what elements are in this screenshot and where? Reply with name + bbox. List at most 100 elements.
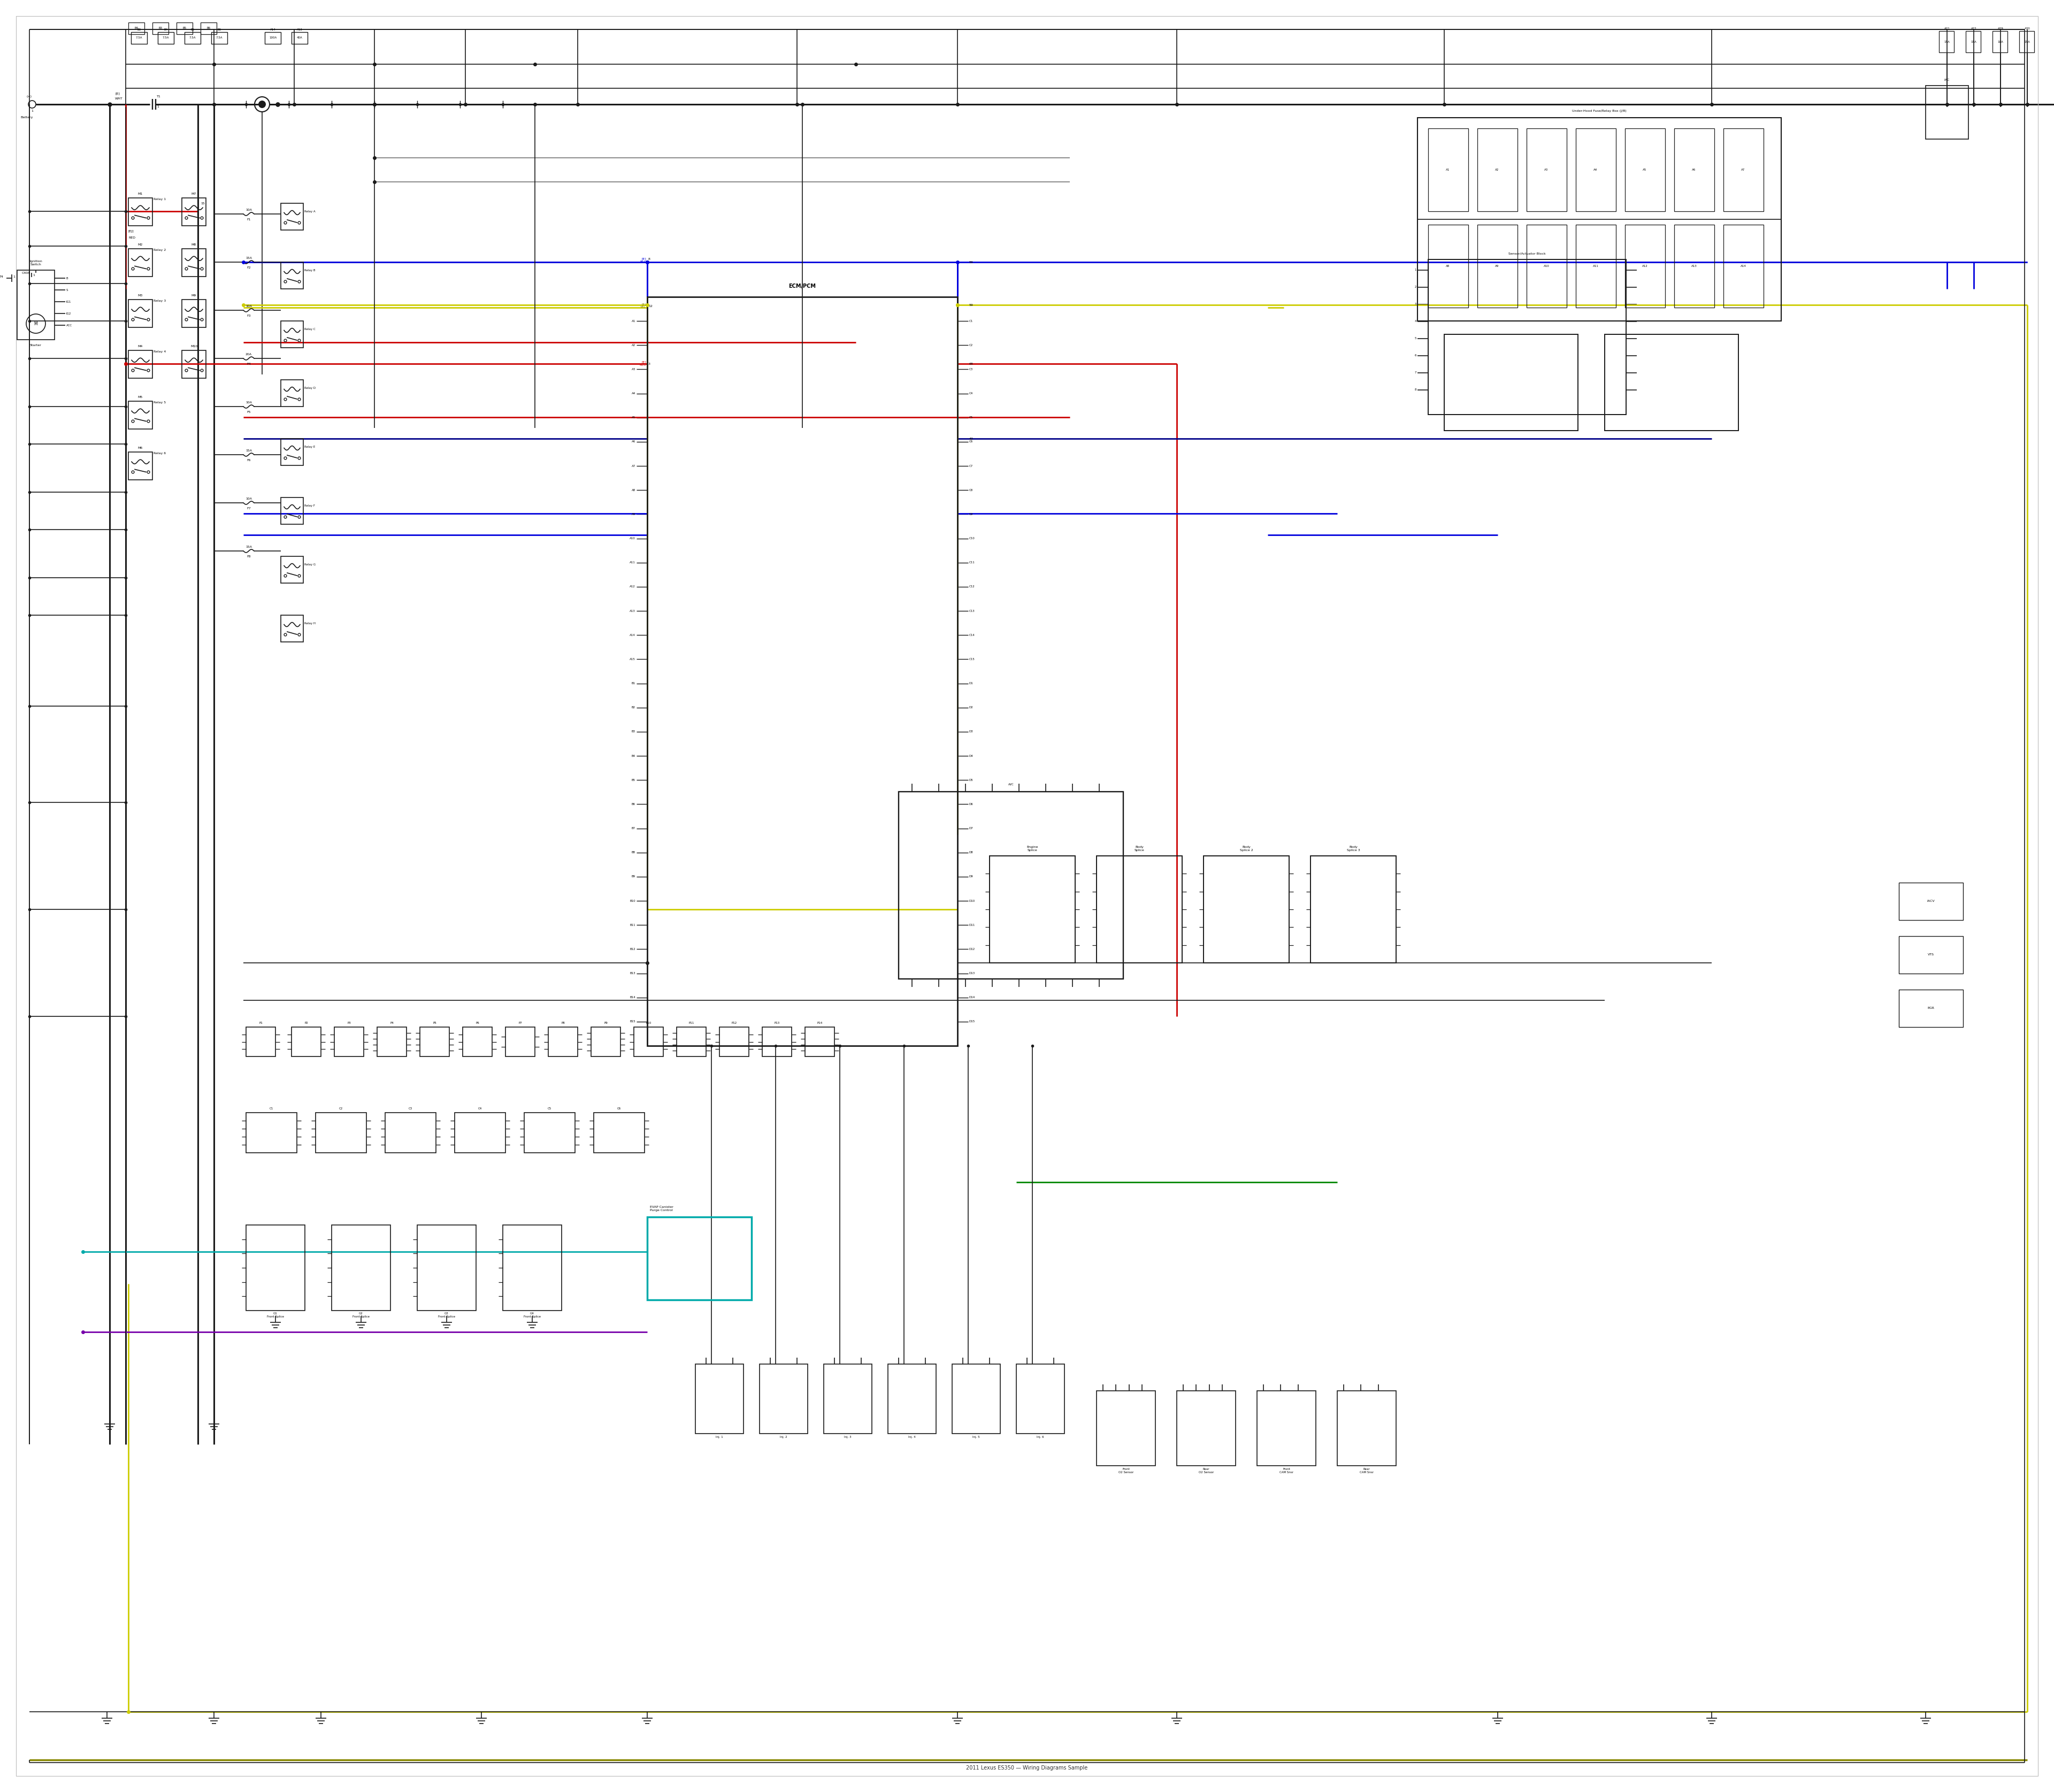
Bar [16,271,55,340]
Bar [212,32,228,43]
Text: M3: M3 [138,294,144,297]
Bar [1526,224,1567,308]
Bar [152,23,168,34]
Text: 1: 1 [12,276,14,278]
Text: F8: F8 [246,556,251,557]
Text: Sensor/Actuator Block: Sensor/Actuator Block [1508,253,1547,254]
Text: B4: B4 [164,29,168,30]
Text: A5: A5 [1643,168,1647,172]
Bar [1625,224,1666,308]
Text: B2: B2 [633,706,635,710]
Text: A3: A3 [631,367,635,371]
Text: C4: C4 [969,392,974,394]
Bar [281,556,304,582]
Text: Ignition
Switch: Ignition Switch [29,260,43,265]
Text: A5: A5 [631,416,635,419]
Text: M7: M7 [191,192,197,195]
Text: A1: A1 [1446,168,1450,172]
Text: C3: C3 [969,367,974,371]
Text: 1: 1 [156,106,158,108]
Bar [1017,1364,1064,1434]
Text: 10A: 10A [246,401,253,403]
Bar [1939,30,1953,52]
Circle shape [259,100,265,108]
Bar [548,1027,577,1057]
Text: P12: P12 [731,1021,737,1025]
Text: D8: D8 [969,851,974,853]
Text: A1: A1 [631,319,635,323]
Text: 100A: 100A [269,36,277,39]
Bar [1898,989,1964,1027]
Text: [E]: [E] [115,91,119,95]
Text: 7.5A: 7.5A [136,36,142,39]
Text: B5: B5 [183,27,187,30]
Bar [419,1027,450,1057]
Bar [696,1364,744,1434]
Text: 7.5A: 7.5A [216,36,222,39]
Text: T1: T1 [156,95,160,99]
Text: C8: C8 [969,489,974,491]
Text: 40A: 40A [296,36,302,39]
Bar [2019,30,2033,52]
Text: [E]
YEL: [E] YEL [641,303,647,308]
Text: B1: B1 [633,683,635,685]
Text: C1: C1 [269,1107,273,1109]
Bar [719,1027,750,1057]
Text: A12: A12 [1641,265,1647,267]
Text: B10: B10 [631,900,635,901]
Text: 42: 42 [969,437,974,441]
Text: [E]
RED: [E] RED [639,360,647,367]
Text: P13: P13 [774,1021,781,1025]
Text: A7: A7 [631,464,635,468]
Bar [1417,118,1781,321]
Bar [331,1226,390,1310]
Text: F3: F3 [246,315,251,317]
Text: Body
Splice: Body Splice [1134,846,1144,851]
Text: EVAP Canister
Purge Control: EVAP Canister Purge Control [649,1206,674,1211]
Bar [127,23,144,34]
Text: F6: F6 [246,459,251,462]
Text: D11: D11 [969,923,976,926]
Text: C408: C408 [23,271,31,274]
Text: 15A: 15A [246,545,253,548]
Text: ACC: ACC [66,324,72,326]
Bar [1337,1391,1397,1466]
Text: D13: D13 [969,971,976,975]
Bar [1428,224,1469,308]
Bar [1477,129,1518,211]
Bar [281,439,304,466]
Text: A21: A21 [1945,27,1949,30]
Text: A11: A11 [631,561,635,564]
Bar [462,1027,493,1057]
Text: T4: T4 [0,276,4,278]
Text: A/C: A/C [1009,783,1015,785]
Text: B5: B5 [633,780,635,781]
Bar [1927,86,1968,140]
Text: D10: D10 [969,900,976,901]
Text: ECM/PCM: ECM/PCM [789,283,815,289]
Bar [524,1113,575,1152]
Text: B15: B15 [631,1020,635,1023]
Text: A22: A22 [1972,27,1976,30]
Text: P14: P14 [817,1021,822,1025]
Bar [1898,935,1964,973]
Text: Relay 3: Relay 3 [154,299,166,303]
Text: Relay C: Relay C [304,328,316,330]
Bar [127,351,152,378]
Text: C2: C2 [339,1107,343,1109]
Text: Relay 2: Relay 2 [154,249,166,251]
Text: P3: P3 [347,1021,351,1025]
Bar [647,297,957,1047]
Text: F5: F5 [246,410,251,414]
Text: Body
Splice 2: Body Splice 2 [1241,846,1253,851]
Text: Relay G: Relay G [304,563,316,566]
Text: C6: C6 [969,441,974,443]
Text: A29: A29 [1999,27,2003,30]
Text: F1: F1 [246,219,251,220]
Text: P4: P4 [390,1021,394,1025]
Text: B4: B4 [633,754,635,758]
Text: A13: A13 [631,609,635,613]
Text: D3: D3 [969,731,974,733]
Text: D1: D1 [969,683,974,685]
Bar [1966,30,1980,52]
